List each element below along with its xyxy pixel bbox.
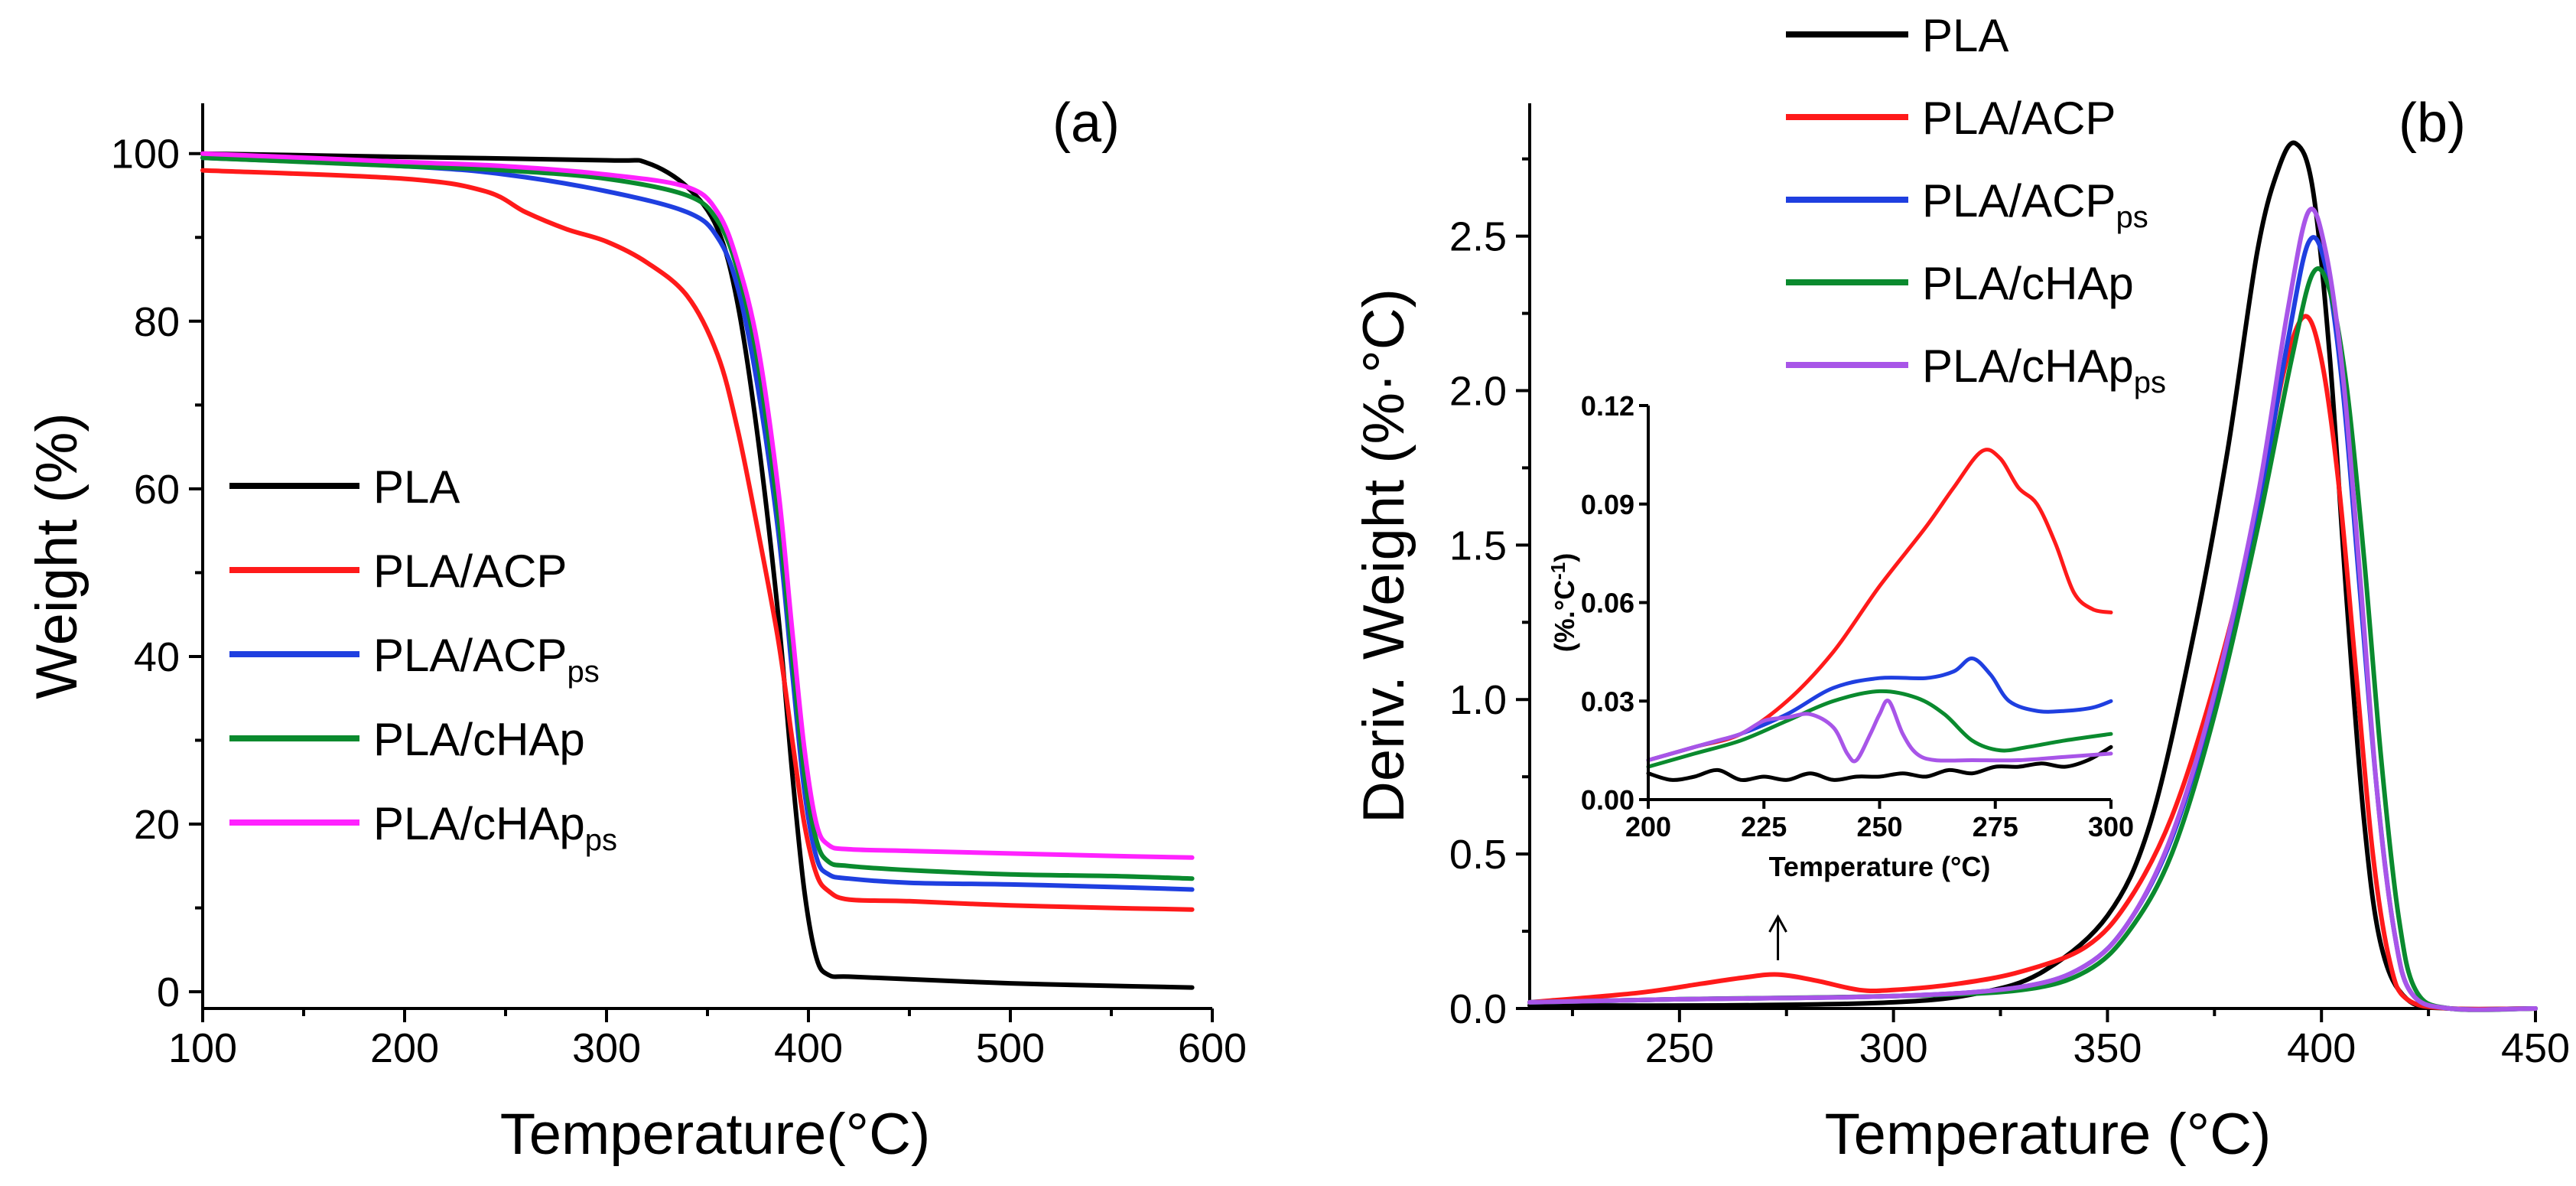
x-tick-label: 450 xyxy=(2501,1025,2570,1071)
x-tick-label: 300 xyxy=(1859,1025,1928,1071)
x-tick-label: 500 xyxy=(976,1025,1045,1071)
inset-x-axis-label: Temperature (°C) xyxy=(1769,851,1991,882)
inset-series-line-pla xyxy=(1646,745,2113,783)
inset-x-tick-label: 250 xyxy=(1856,811,1902,842)
legend-label: PLA/cHAp xyxy=(1922,258,2134,309)
series-line-pla-acpps xyxy=(200,155,1195,892)
legend-label: PLA/cHApps xyxy=(1922,340,2166,399)
x-tick-label: 200 xyxy=(370,1025,439,1071)
panel-a-weight-chart: 100 200 300 400 500 600 0 20 40 60 80 100 Temperatur… xyxy=(24,93,1247,1167)
y-tick-label: 40 xyxy=(134,634,180,680)
legend-label: PLA xyxy=(1922,10,2008,61)
y-tick-label: 2.0 xyxy=(1449,368,1507,414)
series-line-pla-chapps xyxy=(1527,207,2538,1012)
inset-series-line-pla-acp xyxy=(1646,448,2113,762)
inset-series-line-pla-acpps xyxy=(1646,657,2113,762)
y-tick-label: 80 xyxy=(134,299,180,345)
y-tick-label: 20 xyxy=(134,802,180,848)
legend-label: PLA/cHAp xyxy=(373,714,585,765)
y-tick-label: 100 xyxy=(111,132,180,178)
y-axis-label: Weight (%) xyxy=(24,412,89,699)
y-tick-label: 1.0 xyxy=(1449,677,1507,723)
legend-label: PLA/ACPps xyxy=(373,630,600,689)
inset-y-tick-label: 0.03 xyxy=(1581,686,1634,717)
x-tick-label: 250 xyxy=(1645,1025,1714,1071)
legend-label: PLA xyxy=(373,461,460,513)
panel-label: (b) xyxy=(2399,93,2466,154)
inset-background xyxy=(1648,406,2111,800)
inset-series-line-pla-chap xyxy=(1646,689,2113,769)
legend-label: PLA/ACPps xyxy=(1922,175,2148,234)
inset-y-tick-label: 0.00 xyxy=(1581,784,1634,816)
legend-label: PLA/cHApps xyxy=(373,798,617,857)
panel-label: (a) xyxy=(1052,93,1120,154)
series-line-pla-acp xyxy=(200,168,1195,912)
inset-y-tick-label: 0.09 xyxy=(1581,489,1634,520)
inset-y-axis-label: (%.°C-1) xyxy=(1547,553,1580,653)
x-tick-label: 600 xyxy=(1178,1025,1247,1071)
y-tick-label: 0 xyxy=(157,969,180,1015)
y-tick-label: 2.5 xyxy=(1449,214,1507,260)
legend-label: PLA/ACP xyxy=(373,546,567,597)
inset-x-tick-label: 225 xyxy=(1741,811,1787,842)
x-tick-label: 300 xyxy=(572,1025,641,1071)
x-tick-label: 100 xyxy=(168,1025,237,1071)
x-tick-label: 400 xyxy=(2287,1025,2356,1071)
x-axis-label: Temperature(°C) xyxy=(500,1102,931,1167)
series-line-pla-chap xyxy=(200,155,1195,881)
x-tick-label: 400 xyxy=(774,1025,843,1071)
y-tick-label: 0.5 xyxy=(1449,832,1507,878)
legend-label: PLA/ACP xyxy=(1922,93,2116,144)
y-tick-label: 0.0 xyxy=(1449,986,1507,1032)
inset-x-tick-label: 300 xyxy=(2088,811,2134,842)
x-tick-label: 350 xyxy=(2073,1025,2142,1071)
panel-a-axes xyxy=(201,103,1212,1010)
panel-b-deriv-weight-chart: 250 300 350 400 450 0.0 0.5 1.0 1.5 2.0 2.5 Tempera… xyxy=(1351,10,2570,1167)
inset-y-tick-label: 0.06 xyxy=(1581,588,1634,619)
y-axis-label: Deriv. Weight (%·°C) xyxy=(1351,288,1416,823)
inset-chart: 200 225 250 275 300 0.00 0.03 0.06 0.09 0.12 Tempe… xyxy=(1547,390,2134,882)
series-line-pla-chapps xyxy=(200,151,1195,860)
inset-y-tick-label: 0.12 xyxy=(1581,390,1634,422)
pointer-arrowhead-icon xyxy=(1768,914,1787,933)
y-tick-label: 1.5 xyxy=(1449,523,1507,569)
y-tick-label: 60 xyxy=(134,467,180,513)
x-axis-label: Temperature (°C) xyxy=(1825,1102,2272,1167)
inset-x-tick-label: 200 xyxy=(1625,811,1671,842)
series-line-pla xyxy=(200,151,1195,990)
inset-x-tick-label: 275 xyxy=(1973,811,2018,842)
inset-series-line-pla-chapps xyxy=(1646,699,2113,764)
